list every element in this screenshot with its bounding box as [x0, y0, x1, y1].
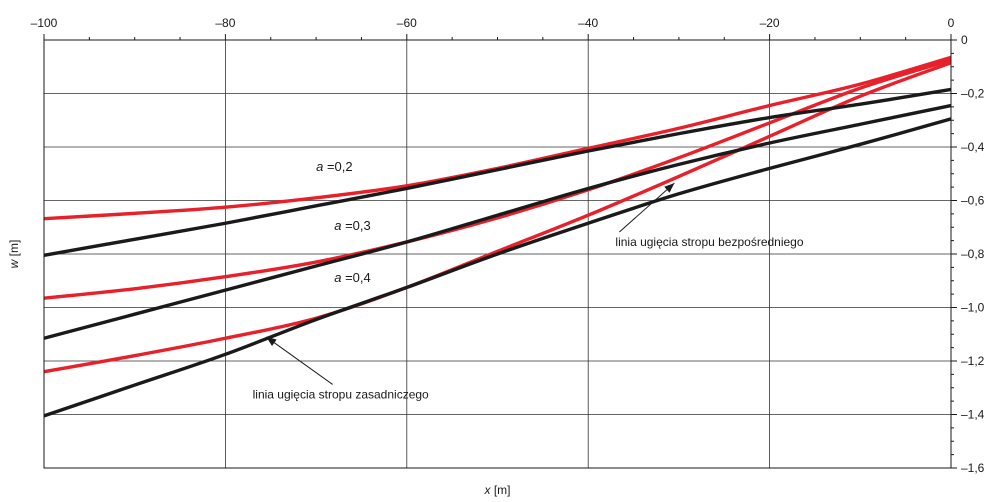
x-tick-label: –40	[578, 16, 598, 30]
series-line-red	[43, 55, 952, 221]
y-tick-label: 0	[961, 33, 968, 47]
annotation-label: linia ugięcia stropu bezpośredniego	[615, 235, 803, 249]
y-tick-label: –1,6	[961, 461, 985, 475]
series-line-red	[43, 61, 952, 374]
x-axis-unit: [m]	[491, 483, 511, 497]
parameter-label: a =0,3	[334, 218, 371, 233]
series-line-black	[43, 117, 952, 418]
annotation-label: linia ugięcia stropu zasadniczego	[253, 387, 429, 401]
annotation-arrow-head	[664, 183, 675, 193]
y-axis-var: w	[7, 258, 21, 268]
series-line-black	[43, 103, 952, 340]
annotation-arrow-line	[619, 182, 675, 233]
y-tick-labels: 0 –0,2 –0,4 –0,6 –0,8 –1,0 –1,2 –1,4 –1,6	[961, 33, 985, 475]
x-axis-var: x	[484, 483, 492, 497]
y-tick-label: –1,4	[961, 408, 985, 422]
axis-ticks	[43, 34, 957, 469]
y-axis-unit: [m]	[7, 240, 21, 260]
y-axis-title: w [m]	[7, 240, 21, 269]
x-tick-label: –60	[397, 16, 417, 30]
y-tick-label: –1,2	[961, 354, 985, 368]
y-tick-label: –0,6	[961, 194, 985, 208]
parameter-label: a =0,2	[316, 159, 353, 174]
x-tick-label: –20	[760, 16, 780, 30]
y-tick-label: –1,0	[961, 301, 985, 315]
annotation-arrow-head	[266, 336, 277, 346]
y-tick-label: –0,8	[961, 247, 985, 261]
x-tick-label: –80	[215, 16, 235, 30]
parameter-label: a =0,4	[334, 270, 371, 285]
series-line-black	[43, 87, 952, 258]
x-tick-label: 0	[948, 16, 955, 30]
x-tick-labels: –100 –80 –60 –40 –20 0	[31, 16, 955, 30]
y-tick-label: –0,2	[961, 87, 985, 101]
series-lines	[43, 55, 952, 418]
x-axis-title: x [m]	[484, 483, 511, 497]
y-tick-label: –0,4	[961, 140, 985, 154]
annotation-arrow-line	[265, 336, 333, 385]
x-tick-label: –100	[31, 16, 58, 30]
annotations: a =0,2 a =0,3 a =0,4 linia ugięcia stropu b…	[253, 159, 804, 401]
